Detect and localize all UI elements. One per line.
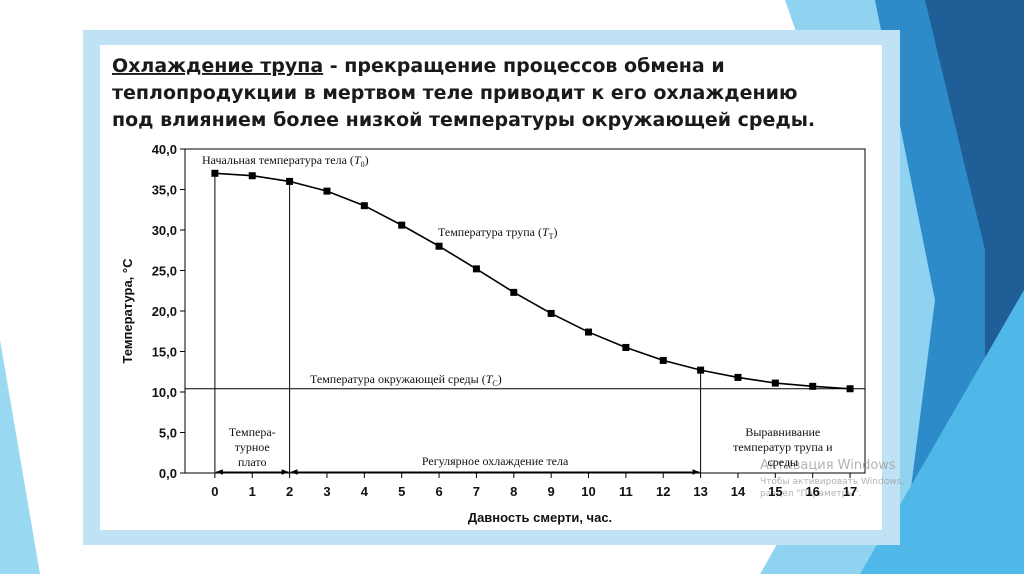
x-tick-label: 5 <box>398 484 405 499</box>
watermark-text: раздел "Параметры". <box>760 489 861 499</box>
point <box>547 309 555 317</box>
heading-line: теплопродукции в мертвом теле приводит к… <box>112 82 797 104</box>
point <box>846 385 854 393</box>
annotation: Начальная температура тела (T0) <box>202 153 369 169</box>
y-tick-label: 25,0 <box>152 264 177 279</box>
annotation-symbol: T <box>486 372 494 386</box>
y-tick-label: 35,0 <box>152 183 177 198</box>
annotation-symbol: T <box>354 153 362 167</box>
x-tick-label: 11 <box>619 484 633 499</box>
x-tick-label: 0 <box>211 484 218 499</box>
annotation-sub: 0 <box>361 160 365 169</box>
annotation-text: Начальная температура тела ( <box>202 153 354 167</box>
phase-label: турное <box>235 440 270 454</box>
phase-label: температур трупа и <box>733 440 833 454</box>
point <box>360 202 368 210</box>
y-tick-label: 30,0 <box>152 223 177 238</box>
x-tick-label: 12 <box>656 484 670 499</box>
annotation-text: Температура окружающей среды ( <box>310 372 486 386</box>
point <box>323 187 331 195</box>
x-tick-label: 1 <box>249 484 256 499</box>
phase-label: плато <box>238 455 267 469</box>
decor <box>860 290 1024 574</box>
annotation-sub: C <box>492 379 497 388</box>
point <box>585 328 593 336</box>
point <box>472 265 480 273</box>
x-tick-label: 7 <box>473 484 480 499</box>
series-line <box>214 172 851 390</box>
x-tick-label: 16 <box>805 484 819 499</box>
x-tick-label: 3 <box>323 484 330 499</box>
point <box>286 177 294 185</box>
point <box>435 242 443 250</box>
point <box>734 373 742 381</box>
x-tick-label: 10 <box>581 484 595 499</box>
x-tick-label: 6 <box>435 484 442 499</box>
point <box>659 356 667 364</box>
y-tick-label: 5,0 <box>159 426 177 441</box>
heading-rest: - прекращение процессов обмена и <box>323 55 724 77</box>
y-tick-label: 10,0 <box>152 385 177 400</box>
x-tick-label: 14 <box>731 484 746 499</box>
point <box>697 366 705 374</box>
heading-line: Охлаждение трупа - прекращение процессов… <box>112 55 725 77</box>
point <box>809 382 817 390</box>
point <box>211 169 219 177</box>
point <box>510 288 518 296</box>
x-tick-label: 4 <box>361 484 369 499</box>
y-axis-label: Температура, °С <box>120 258 135 364</box>
y-tick-label: 40,0 <box>152 142 177 157</box>
point <box>248 172 256 180</box>
point <box>622 343 630 351</box>
point <box>771 379 779 387</box>
annotation-text: ) <box>554 225 558 239</box>
annotation-text: ) <box>498 372 502 386</box>
x-tick-label: 2 <box>286 484 293 499</box>
x-tick-label: 9 <box>548 484 555 499</box>
y-tick-label: 20,0 <box>152 304 177 319</box>
x-tick-label: 15 <box>768 484 782 499</box>
annotation: Температура трупа (TT) <box>438 225 558 241</box>
point <box>398 221 406 229</box>
y-tick-label: 0,0 <box>159 466 177 481</box>
x-tick-label: 8 <box>510 484 517 499</box>
annotation-text: Температура трупа ( <box>438 225 542 239</box>
annotation: Температура окружающей среды (TC) <box>310 372 502 388</box>
phase-label: Выравнивание <box>745 425 820 439</box>
watermark-title: Активация Windows <box>760 458 896 473</box>
phase-label: Регулярное охлаждение тела <box>422 454 569 468</box>
y-tick-label: 15,0 <box>152 345 177 360</box>
annotation-symbol: T <box>542 225 550 239</box>
heading-term: Охлаждение трупа <box>112 55 323 77</box>
image <box>100 45 882 530</box>
phase-label: среды <box>767 455 798 469</box>
watermark-text: Чтобы активировать Windows, перейдите в <box>760 477 967 487</box>
heading-line: под влиянием более низкой температуры ок… <box>112 109 815 131</box>
decor <box>0 340 40 574</box>
phase-label: Темпера- <box>229 425 276 439</box>
annotation-sub: T <box>549 232 554 241</box>
x-tick-label: 17 <box>843 484 857 499</box>
x-tick-label: 13 <box>693 484 707 499</box>
x-axis-label: Давность смерти, час. <box>468 510 612 525</box>
annotation-text: ) <box>365 153 369 167</box>
